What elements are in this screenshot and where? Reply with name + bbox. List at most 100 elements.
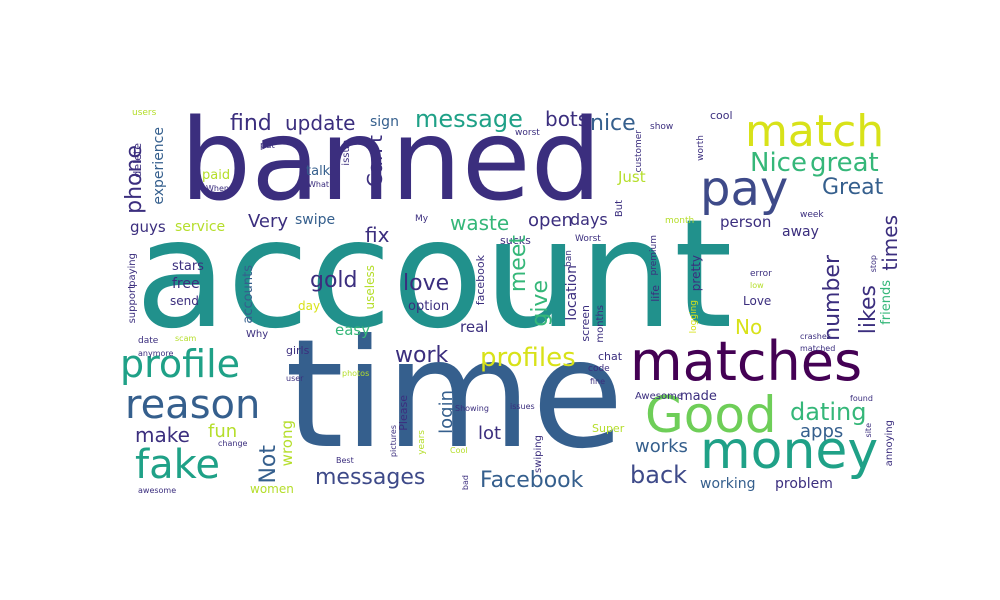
word-fake: fake — [135, 442, 220, 488]
word-days: days — [570, 210, 608, 229]
word-issues: issues — [510, 402, 535, 411]
word-put: put — [260, 141, 275, 151]
word-Nice: Nice — [750, 148, 807, 178]
word-stars: stars — [172, 259, 204, 274]
word-cool: cool — [710, 109, 733, 122]
word-free: free — [172, 276, 200, 292]
word-date: date — [138, 336, 159, 346]
word-real: real — [460, 318, 489, 336]
word-facebook: facebook — [474, 255, 487, 306]
word-times: times — [878, 215, 902, 271]
word-code: code — [588, 364, 610, 374]
word-months: months — [595, 305, 606, 343]
word-paid: paid — [202, 168, 231, 183]
word-friends: friends — [879, 280, 894, 325]
word-worth: worth — [696, 135, 706, 161]
word-option: option — [408, 299, 450, 314]
word-wrong: wrong — [278, 420, 296, 467]
word-women: women — [250, 482, 294, 496]
word-sucks: sucks — [500, 234, 531, 247]
word-logging: logging — [689, 300, 699, 334]
word-Why: Why — [246, 329, 269, 340]
word-works: works — [635, 436, 688, 457]
word-What: What — [308, 180, 330, 189]
word-back: back — [630, 461, 688, 489]
word-annoying: annoying — [884, 420, 895, 467]
word-dating: dating — [790, 398, 867, 426]
word-messages: messages — [315, 465, 426, 490]
word-o: o — [494, 165, 505, 172]
word-money: money — [700, 421, 879, 481]
word-worst: worst — [515, 128, 540, 138]
word-update: update — [285, 111, 356, 135]
word-give: give — [528, 280, 553, 327]
word-guys: guys — [130, 218, 166, 236]
word-paying: paying — [127, 253, 138, 287]
word-But: But — [614, 200, 625, 218]
word-Good: Good — [645, 386, 777, 444]
word-bad: bad — [461, 475, 470, 491]
word-chat: chat — [598, 350, 623, 363]
word-delete: delete — [131, 143, 144, 178]
word-pay: pay — [700, 161, 789, 217]
word-Cool: Cool — [450, 446, 468, 455]
word-person: person — [720, 213, 772, 231]
word-No: No — [735, 315, 763, 339]
word-waste: waste — [450, 211, 510, 235]
word-My: My — [415, 214, 429, 224]
word-pictures: pictures — [389, 425, 398, 458]
word-sign: sign — [370, 114, 399, 130]
word-bots: bots — [545, 107, 589, 131]
word-change: change — [218, 439, 248, 448]
word-life: life — [649, 285, 662, 302]
word-made: made — [680, 389, 717, 404]
word-premium: premium — [649, 235, 659, 276]
word-Love: Love — [743, 294, 772, 308]
word-swipe: swipe — [295, 212, 336, 228]
word-working: working — [700, 476, 756, 492]
word-site: site — [864, 423, 873, 438]
word-Please: Please — [397, 395, 410, 431]
word-cloud: banned account time matches money Good m… — [110, 105, 905, 500]
word-user: user — [286, 374, 304, 383]
word-month: month — [665, 216, 695, 226]
word-pretty: pretty — [689, 255, 703, 292]
word-ban: ban — [564, 250, 574, 267]
word-Great: Great — [822, 175, 884, 200]
word-issue: issue — [341, 140, 352, 166]
word-apps: apps — [800, 421, 844, 442]
word-profiles: profiles — [480, 343, 576, 373]
word-error: error — [750, 269, 772, 279]
word-Just: Just — [618, 168, 646, 186]
word-location: location — [564, 265, 580, 321]
word-talk: talk — [306, 164, 331, 179]
word-low: low — [750, 281, 764, 290]
word-meet: meet — [506, 235, 531, 293]
word-useless: useless — [363, 265, 377, 310]
word-Best: Best — [336, 456, 354, 465]
word-fun: fun — [208, 421, 238, 442]
word-screen: screen — [579, 305, 592, 342]
word-matches: matches — [630, 330, 863, 393]
word-support: support — [127, 285, 138, 324]
word-show: show — [650, 122, 674, 132]
word-Cant: Can't — [363, 135, 387, 188]
word-gold: gold — [310, 268, 358, 293]
word-match: match — [745, 106, 885, 157]
word-fine: fine — [590, 377, 606, 386]
word-anymore: anymore — [138, 349, 174, 358]
word-account: account — [135, 188, 733, 362]
word-Worst: Worst — [575, 234, 601, 244]
word-years: years — [417, 430, 427, 455]
word-away: away — [782, 224, 819, 240]
word-experience: experience — [151, 127, 167, 205]
word-number: number — [820, 255, 845, 341]
word-customer: customer — [634, 130, 644, 173]
word-stop: stop — [869, 255, 878, 273]
word-problem: problem — [775, 476, 833, 492]
word-photos: photos — [342, 369, 370, 378]
word-day: day — [298, 299, 321, 313]
word-send: send — [170, 294, 199, 308]
word-week: week — [800, 210, 824, 220]
word-users: users — [132, 108, 157, 118]
